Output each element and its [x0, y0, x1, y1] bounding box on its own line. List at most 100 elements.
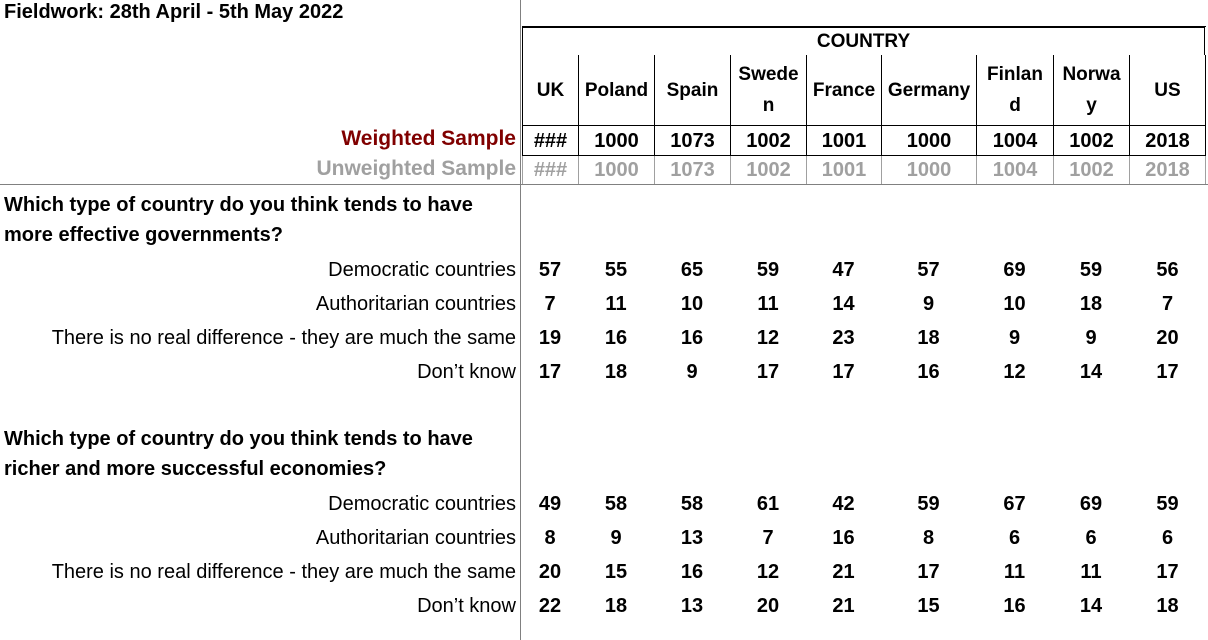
left-column-divider — [520, 0, 521, 640]
percentage-cell: 55 — [604, 259, 628, 281]
unweighted-sample-cell: ### — [522, 156, 578, 185]
percentage-cell: 16 — [680, 327, 704, 349]
percentage-cell: 11 — [757, 293, 779, 315]
column-header-finland: Finlan d — [976, 55, 1053, 125]
column-header-germany: Germany — [881, 55, 976, 125]
percentage-cell: 8 — [922, 527, 935, 549]
percentage-cell: 23 — [832, 327, 855, 349]
percentage-cell: 17 — [917, 561, 940, 583]
weighted-sample-cell: 2018 — [1129, 126, 1206, 156]
percentage-cell: 17 — [832, 361, 855, 383]
percentage-cell: 57 — [538, 259, 562, 281]
percentage-cell: 7 — [544, 293, 556, 315]
unweighted-sample-label: Unweighted Sample — [316, 157, 516, 180]
percentage-cell: 9 — [610, 527, 622, 549]
percentage-cell: 16 — [604, 327, 628, 349]
percentage-cell: 7 — [1161, 293, 1174, 315]
percentage-cell: 6 — [1161, 527, 1174, 549]
weighted-sample-label: Weighted Sample — [341, 127, 516, 150]
answer-label: Democratic countries — [328, 259, 516, 281]
percentage-cell: 14 — [1079, 361, 1103, 383]
percentage-cell: 9 — [686, 361, 698, 383]
percentage-cell: 49 — [538, 493, 562, 515]
column-header-us: US — [1129, 55, 1206, 125]
answer-label: Democratic countries — [328, 493, 516, 515]
percentage-cell: 9 — [1008, 327, 1021, 349]
unweighted-sample-cell: 1001 — [806, 156, 881, 185]
percentage-cell: 16 — [832, 527, 855, 549]
percentage-cell: 15 — [604, 561, 628, 583]
percentage-cell: 15 — [917, 595, 940, 617]
percentage-cell: 59 — [917, 493, 940, 515]
percentage-cell: 42 — [832, 493, 855, 515]
answer-label: Authoritarian countries — [315, 293, 516, 315]
weighted-sample-cell: 1001 — [806, 126, 881, 156]
header-top-border — [522, 26, 1206, 27]
percentage-cell: 12 — [756, 561, 780, 583]
unweighted-sample-cell: 1002 — [1053, 156, 1129, 185]
percentage-cell: 17 — [1156, 361, 1179, 383]
percentage-cell: 11 — [1080, 561, 1102, 583]
question-title: Which type of country do you think tends… — [4, 428, 473, 480]
percentage-cell: 13 — [680, 527, 704, 549]
percentage-cell: 21 — [832, 561, 855, 583]
percentage-cell: 13 — [680, 595, 704, 617]
fieldwork-dates: Fieldwork: 28th April - 5th May 2022 — [4, 1, 344, 23]
unweighted-sample-cell: 1004 — [976, 156, 1053, 185]
percentage-cell: 16 — [1003, 595, 1026, 617]
percentage-cell: 22 — [538, 595, 562, 617]
percentage-cell: 8 — [544, 527, 556, 549]
percentage-cell: 47 — [832, 259, 855, 281]
percentage-cell: 18 — [1156, 595, 1179, 617]
weighted-sample-cell: ### — [522, 126, 578, 156]
percentage-cell: 61 — [756, 493, 780, 515]
column-header-norway: Norwa y — [1053, 55, 1129, 125]
percentage-cell: 18 — [604, 361, 628, 383]
percentage-cell: 17 — [756, 361, 780, 383]
answer-label: Don’t know — [417, 361, 516, 383]
percentage-cell: 11 — [1003, 561, 1026, 583]
percentage-cell: 18 — [1079, 293, 1103, 315]
unweighted-sample-cell: 2018 — [1129, 156, 1206, 185]
unweighted-sample-cell: 1002 — [730, 156, 806, 185]
percentage-cell: 20 — [756, 595, 780, 617]
percentage-cell: 56 — [1156, 259, 1179, 281]
percentage-cell: 6 — [1085, 527, 1097, 549]
column-header-poland: Poland — [578, 55, 654, 125]
percentage-cell: 69 — [1003, 259, 1026, 281]
country-header: COUNTRY — [522, 27, 1205, 55]
answer-label: Authoritarian countries — [315, 527, 516, 549]
percentage-cell: 59 — [1156, 493, 1179, 515]
percentage-cell: 58 — [604, 493, 628, 515]
percentage-cell: 11 — [605, 293, 627, 315]
percentage-cell: 10 — [1003, 293, 1026, 315]
percentage-cell: 10 — [680, 293, 704, 315]
unweighted-sample-cell: 1000 — [578, 156, 654, 185]
percentage-cell: 69 — [1079, 493, 1103, 515]
answer-label: There is no real difference - they are m… — [51, 561, 516, 583]
percentage-cell: 59 — [756, 259, 780, 281]
percentage-cell: 59 — [1079, 259, 1103, 281]
percentage-cell: 58 — [680, 493, 704, 515]
percentage-cell: 18 — [917, 327, 940, 349]
weighted-sample-cell: 1073 — [654, 126, 730, 156]
column-header-uk: UK — [522, 55, 578, 125]
answer-label: There is no real difference - they are m… — [51, 327, 516, 349]
unweighted-sample-cell: 1000 — [881, 156, 976, 185]
percentage-cell: 57 — [917, 259, 940, 281]
unweighted-sample-cell: 1073 — [654, 156, 730, 185]
column-header-sweden: Swede n — [730, 55, 806, 125]
percentage-cell: 16 — [917, 361, 940, 383]
percentage-cell: 9 — [1085, 327, 1097, 349]
percentage-cell: 6 — [1008, 527, 1021, 549]
percentage-cell: 21 — [832, 595, 855, 617]
answer-label: Don’t know — [417, 595, 516, 617]
percentage-cell: 9 — [922, 293, 935, 315]
question-title: Which type of country do you think tends… — [4, 194, 473, 246]
column-header-spain: Spain — [654, 55, 730, 125]
header-bottom-border — [522, 125, 1206, 126]
percentage-cell: 65 — [680, 259, 704, 281]
percentage-cell: 16 — [680, 561, 704, 583]
percentage-cell: 17 — [538, 361, 562, 383]
percentage-cell: 7 — [762, 527, 774, 549]
